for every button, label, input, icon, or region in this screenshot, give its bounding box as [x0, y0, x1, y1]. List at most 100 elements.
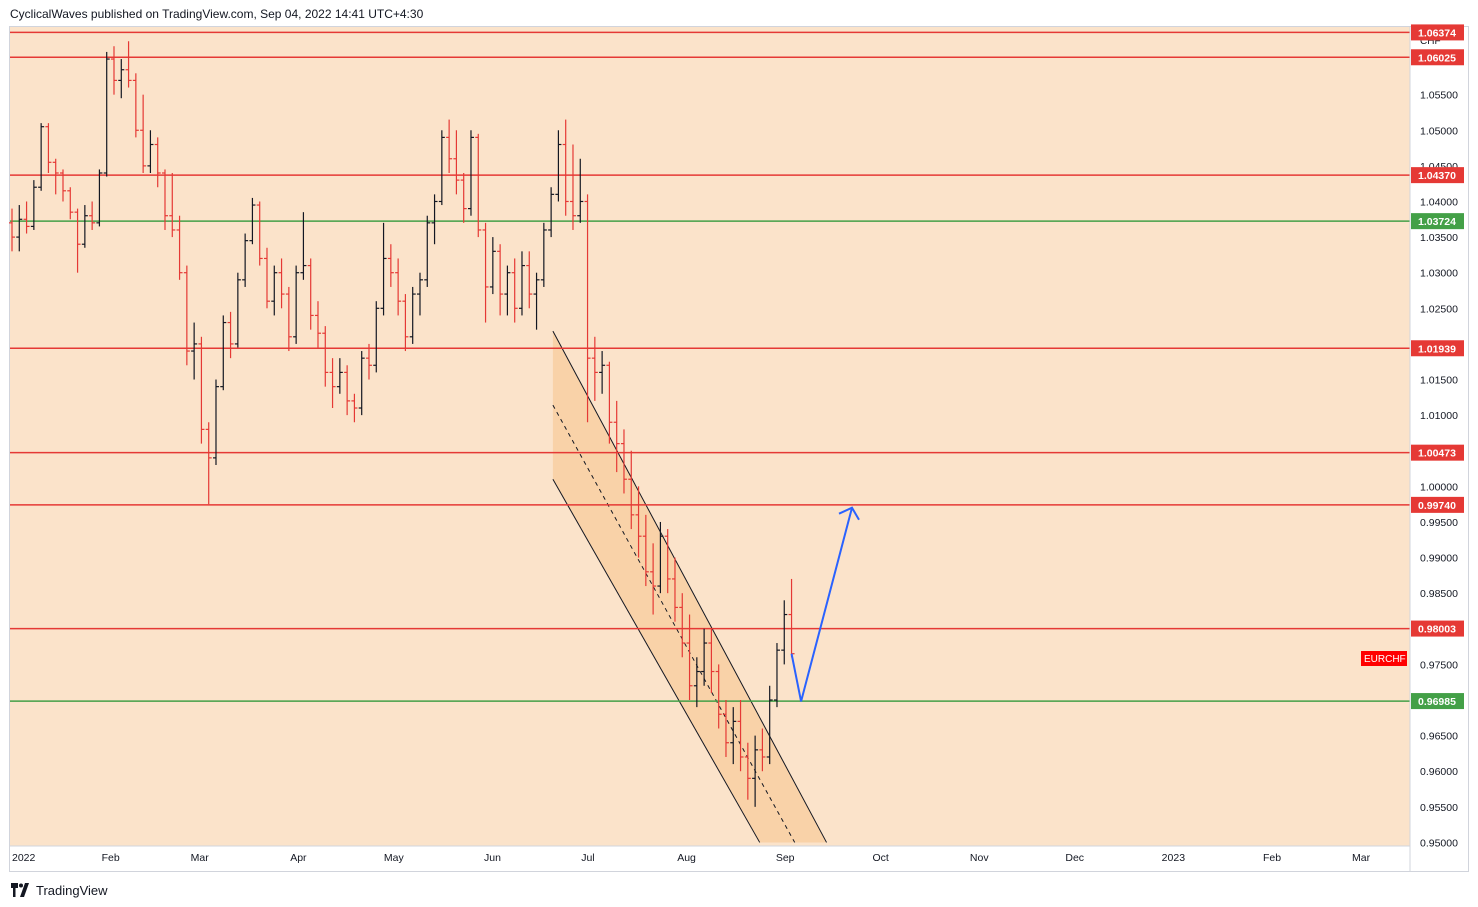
ohlc-bar — [387, 244, 394, 287]
badge-bg — [1411, 213, 1464, 230]
ohlc-bar — [9, 208, 15, 252]
badge-label: 1.06374 — [1418, 27, 1456, 39]
ohlc-bar — [518, 251, 525, 316]
ohlc-bar — [730, 707, 737, 765]
channel-mid-line — [552, 404, 796, 843]
ohlc-bar — [693, 657, 700, 708]
ohlc-bar — [140, 94, 147, 173]
ohlc-bar — [686, 614, 693, 701]
ohlc-bar — [671, 557, 678, 622]
badge-label: 1.06025 — [1418, 52, 1456, 64]
time-tick-label: 2022 — [12, 852, 36, 864]
projection-path — [790, 507, 853, 702]
price-tick-label: 1.03000 — [1420, 268, 1458, 280]
price-tick-label: 1.02500 — [1420, 303, 1458, 315]
ohlc-bar — [395, 258, 402, 316]
ohlc-bar — [409, 286, 416, 344]
ohlc-bar — [380, 222, 387, 316]
price-tick-label: 1.04000 — [1420, 196, 1458, 208]
ohlc-bar — [591, 336, 598, 401]
ohlc-bar — [482, 222, 489, 323]
ohlc-bar — [613, 400, 620, 473]
footer-brand[interactable]: TradingView — [36, 882, 108, 898]
ohlc-bar — [322, 326, 329, 387]
badge-bg — [1411, 24, 1464, 41]
symbol-badge-label: EURCHF — [1364, 654, 1406, 665]
ohlc-bar — [708, 628, 715, 693]
ohlc-bar — [30, 180, 37, 230]
ohlc-bar — [540, 222, 547, 287]
price-tick-label: 0.97500 — [1420, 659, 1458, 671]
ohlc-bar — [737, 700, 744, 772]
price-tick-label: 0.96000 — [1420, 766, 1458, 778]
ohlc-bar — [307, 258, 314, 330]
ohlc-bar — [110, 46, 117, 95]
badge-label: 0.99740 — [1418, 500, 1456, 512]
ohlc-bar — [424, 215, 431, 287]
ohlc-bar — [242, 233, 249, 287]
ohlc-bar — [176, 215, 183, 280]
time-axis[interactable]: 2022 Feb Mar Apr May Jun Jul Aug Sep Oct Nov Dec 202… — [10, 845, 1410, 864]
price-tick-label: 0.95500 — [1420, 802, 1458, 814]
ohlc-bar — [657, 521, 664, 594]
level-price-badge: 1.00473 — [1411, 444, 1464, 461]
ohlc-bar — [650, 543, 657, 615]
ohlc-bar — [118, 59, 125, 99]
ohlc-bar — [45, 123, 52, 173]
badge-label: 1.00473 — [1418, 448, 1456, 460]
ohlc-bar — [416, 272, 423, 316]
ohlc-bar — [402, 294, 409, 352]
ohlc-bar — [511, 258, 518, 323]
time-tick-label: Nov — [970, 852, 989, 864]
publish-info: CyclicalWaves published on TradingView.c… — [10, 7, 424, 21]
ohlc-bar — [67, 187, 74, 220]
ohlc-bar — [234, 272, 241, 348]
ohlc-bar — [198, 336, 205, 444]
ohlc-bar — [263, 247, 270, 309]
ohlc-bar — [453, 130, 460, 195]
ohlc-bar — [599, 351, 606, 394]
ohlc-bar — [96, 169, 103, 227]
ohlc-bar — [781, 600, 788, 665]
ohlc-bar — [344, 365, 351, 416]
ohlc-bar — [271, 265, 278, 316]
ohlc-bar — [504, 265, 511, 316]
ohlc-bar — [475, 133, 482, 238]
price-channel — [552, 330, 827, 843]
ohlc-bar — [191, 322, 198, 380]
channel-upper-line — [552, 330, 827, 843]
ohlc-bar — [701, 628, 708, 686]
time-tick-label: May — [384, 852, 405, 864]
symbol-badge-bg — [1361, 651, 1407, 666]
ohlc-bar — [497, 244, 504, 316]
badge-bg — [1411, 693, 1464, 710]
badge-bg — [1411, 340, 1464, 357]
ohlc-bar — [74, 208, 81, 273]
channel-lower-line — [552, 478, 761, 843]
level-price-badge: 0.98003 — [1411, 620, 1464, 637]
tradingview-logo-icon[interactable] — [10, 883, 30, 897]
ohlc-bar — [548, 187, 555, 238]
level-price-badge: 0.99740 — [1411, 496, 1464, 513]
badge-label: 1.03724 — [1418, 216, 1456, 228]
ohlc-bar — [23, 201, 30, 234]
badge-bg — [1411, 49, 1464, 66]
ohlc-bar — [446, 119, 453, 173]
badge-label: 1.04370 — [1418, 170, 1456, 182]
ohlc-bar — [642, 514, 649, 587]
price-axis[interactable]: CHF1.055001.050001.045001.040001.035001.… — [1361, 24, 1464, 872]
time-tick-label: Feb — [1263, 852, 1281, 864]
ohlc-bar — [438, 130, 445, 206]
ohlc-bar — [358, 351, 365, 416]
ohlc-bar — [431, 194, 438, 245]
time-tick-label: Jun — [484, 852, 501, 864]
ohlc-bar — [285, 286, 292, 352]
ohlc-bar — [569, 144, 576, 230]
ohlc-bar — [744, 742, 751, 800]
footer: TradingView — [10, 880, 108, 900]
ohlc-bar — [220, 315, 227, 391]
ohlc-bar — [52, 158, 59, 195]
ohlc-bar — [664, 529, 671, 594]
level-price-badge: 1.03724 — [1411, 213, 1464, 230]
